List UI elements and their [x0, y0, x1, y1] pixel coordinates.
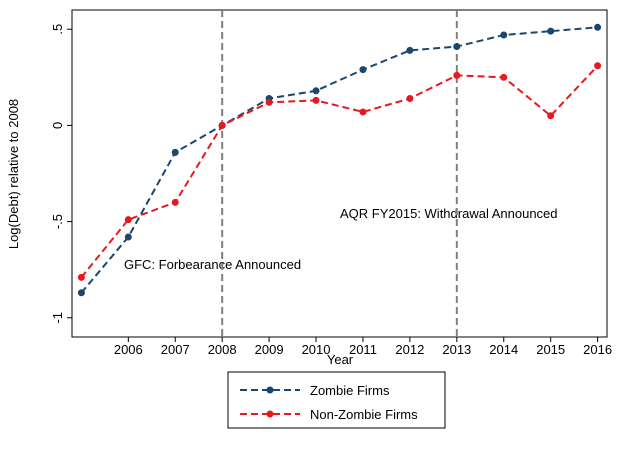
x-tick-label: 2008 — [208, 342, 237, 357]
point — [547, 112, 555, 120]
annotation: GFC: Forbearance Announced — [124, 257, 301, 272]
point — [547, 27, 555, 35]
legend-label: Zombie Firms — [310, 383, 390, 398]
x-tick-label: 2015 — [536, 342, 565, 357]
point — [171, 198, 179, 206]
point — [124, 233, 132, 241]
point — [406, 94, 414, 102]
y-tick-label: .5 — [50, 24, 65, 35]
x-tick-label: 2014 — [489, 342, 518, 357]
y-axis-title: Log(Debt) relative to 2008 — [6, 99, 21, 249]
point — [359, 108, 367, 116]
point — [594, 62, 602, 70]
series-line — [80, 26, 598, 294]
legend-marker — [266, 410, 274, 418]
point — [77, 289, 85, 297]
point — [218, 121, 226, 129]
point — [406, 46, 414, 54]
plot-frame — [71, 9, 608, 338]
point — [312, 87, 320, 95]
x-axis-title: Year — [327, 352, 354, 367]
point — [594, 23, 602, 31]
x-tick-label: 2011 — [349, 342, 377, 357]
x-tick-label: 2016 — [583, 342, 612, 357]
x-tick-label: 2010 — [302, 342, 331, 357]
series-line — [80, 65, 599, 279]
point — [359, 66, 367, 74]
legend-marker — [266, 386, 274, 394]
x-tick-label: 2013 — [442, 342, 471, 357]
point — [500, 31, 508, 39]
x-tick-label: 2007 — [161, 342, 190, 357]
point — [124, 216, 132, 224]
point — [453, 71, 461, 79]
point — [171, 148, 179, 156]
point — [77, 273, 85, 281]
y-tick-label: -1 — [50, 312, 65, 324]
x-tick-label: 2012 — [395, 342, 424, 357]
x-tick-label: 2006 — [114, 342, 143, 357]
point — [500, 73, 508, 81]
legend-box — [227, 371, 446, 429]
x-tick-label: 2009 — [255, 342, 284, 357]
y-tick-label: 0 — [50, 122, 65, 129]
legend-label: Non-Zombie Firms — [310, 407, 418, 422]
y-tick-label: -.5 — [50, 214, 65, 229]
point — [453, 43, 461, 51]
point — [265, 98, 273, 106]
annotation: AQR FY2015: Withdrawal Announced — [340, 206, 558, 221]
point — [312, 96, 320, 104]
